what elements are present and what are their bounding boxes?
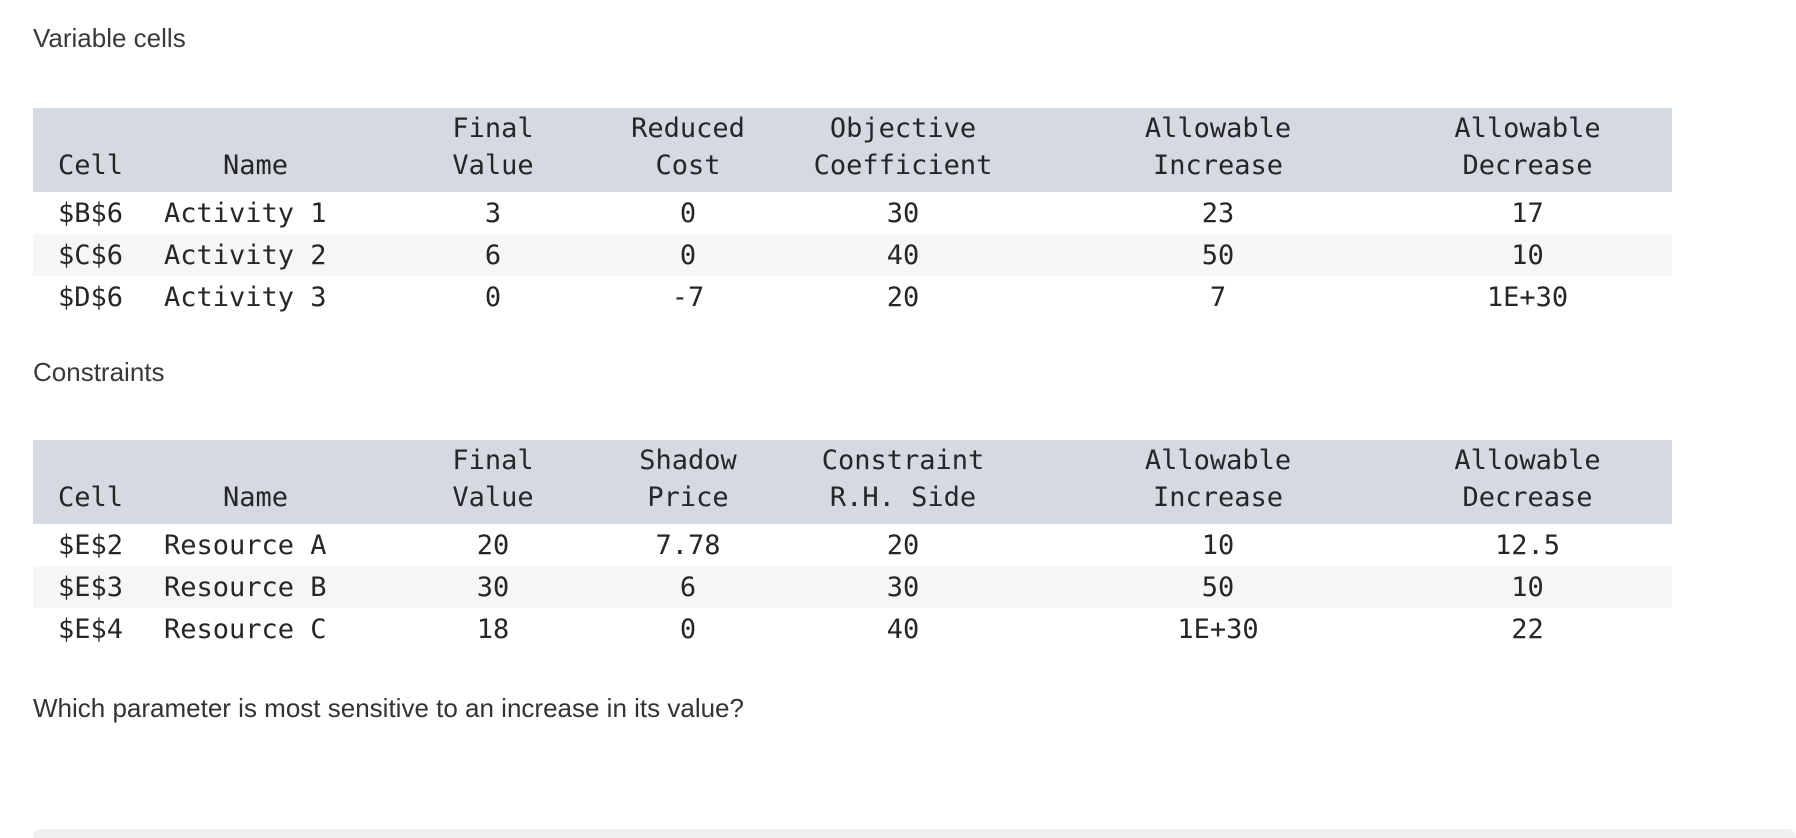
section-title-constraints: Constraints (33, 357, 165, 387)
bottom-divider (33, 829, 1796, 838)
name: Activity 1 (164, 197, 327, 229)
allowable-increase: 50 (1201, 239, 1235, 271)
header-reduced-cost: Reduced Cost (623, 108, 753, 192)
header-line-top: Constraint (821, 445, 985, 476)
table-row: $D$6 Activity 3 0 -7 20 7 1E+30 (33, 276, 1672, 318)
constraint-rhs: 40 (886, 613, 920, 645)
header-allowable-increase: Allowable Increase (1053, 440, 1383, 524)
header-objective-coefficient: Objective Coefficient (753, 108, 1053, 192)
final-value: 20 (476, 529, 510, 561)
header-line-top: Objective (829, 113, 977, 144)
header-line-bottom: Decrease (1462, 482, 1593, 513)
final-value: 18 (476, 613, 510, 645)
allowable-decrease: 22 (1511, 613, 1544, 645)
allowable-decrease: 17 (1511, 197, 1544, 229)
header-allowable-decrease: Allowable Decrease (1383, 108, 1672, 192)
header-shadow-price: Shadow Price (623, 440, 753, 524)
allowable-decrease: 10 (1511, 571, 1544, 603)
constraints-table: Cell Name Final Value Shadow Price Constra… (33, 440, 1672, 650)
objective-coefficient: 30 (886, 197, 920, 229)
header-line-bottom: Decrease (1462, 150, 1593, 181)
header-name: Name (148, 108, 363, 192)
header-line-top: Allowable (1454, 113, 1601, 144)
header-cell-ref: Cell (33, 108, 148, 192)
header-final-value: Final Value (363, 108, 623, 192)
header-line-bottom: Cell (57, 482, 124, 513)
header-final-value: Final Value (363, 440, 623, 524)
table-header-row: Cell Name Final Value Shadow Price Constra… (33, 440, 1672, 524)
header-line-bottom: Value (452, 150, 534, 181)
header-allowable-increase: Allowable Increase (1053, 108, 1383, 192)
header-line-bottom: Increase (1152, 150, 1284, 181)
header-line-top: Allowable (1144, 445, 1292, 476)
header-line-bottom: Price (647, 482, 729, 513)
name: Resource C (164, 613, 327, 645)
cell-ref: $E$4 (57, 613, 124, 645)
final-value: 6 (484, 239, 502, 271)
header-line-bottom: Name (222, 482, 289, 513)
allowable-decrease: 12.5 (1494, 529, 1561, 561)
header-line-bottom: Cell (57, 150, 124, 181)
table-row: $E$2 Resource A 20 7.78 20 10 12.5 (33, 524, 1672, 566)
name: Resource A (164, 529, 327, 561)
table-row: $C$6 Activity 2 6 0 40 50 10 (33, 234, 1672, 276)
final-value: 30 (476, 571, 510, 603)
shadow-price: 6 (679, 571, 697, 603)
variable-cells-table: Cell Name Final Value Reduced Cost Objecti… (33, 108, 1672, 318)
allowable-decrease: 1E+30 (1486, 281, 1569, 313)
section-title-variable-cells: Variable cells (33, 23, 186, 53)
table-header-row: Cell Name Final Value Reduced Cost Objecti… (33, 108, 1672, 192)
question-text: Which parameter is most sensitive to an … (33, 693, 744, 723)
allowable-increase: 10 (1201, 529, 1235, 561)
header-line-bottom: R.H. Side (829, 482, 977, 513)
allowable-increase: 7 (1209, 281, 1227, 313)
allowable-increase: 1E+30 (1177, 613, 1259, 645)
reduced-cost: 0 (679, 239, 697, 271)
header-line-bottom: Name (222, 150, 289, 181)
header-cell-ref: Cell (33, 440, 148, 524)
header-allowable-decrease: Allowable Decrease (1383, 440, 1672, 524)
cell-ref: $E$2 (57, 529, 124, 561)
objective-coefficient: 40 (886, 239, 920, 271)
table-row: $E$3 Resource B 30 6 30 50 10 (33, 566, 1672, 608)
cell-ref: $B$6 (57, 197, 124, 229)
allowable-increase: 23 (1201, 197, 1235, 229)
final-value: 0 (484, 281, 502, 313)
cell-ref: $D$6 (57, 281, 124, 313)
name: Resource B (164, 571, 327, 603)
name: Activity 2 (164, 239, 327, 271)
shadow-price: 0 (679, 613, 697, 645)
header-line-top: Allowable (1454, 445, 1601, 476)
table-row: $B$6 Activity 1 3 0 30 23 17 (33, 192, 1672, 234)
header-line-top: Allowable (1144, 113, 1292, 144)
shadow-price: 7.78 (655, 529, 721, 561)
constraint-rhs: 20 (886, 529, 920, 561)
header-line-bottom: Value (452, 482, 534, 513)
header-line-top: Shadow (639, 445, 737, 476)
header-constraint-rhs: Constraint R.H. Side (753, 440, 1053, 524)
header-line-top: Final (452, 113, 534, 144)
header-line-bottom: Coefficient (813, 150, 993, 181)
final-value: 3 (484, 197, 502, 229)
header-line-top: Final (452, 445, 534, 476)
header-line-top: Reduced (631, 113, 745, 144)
reduced-cost: 0 (679, 197, 697, 229)
header-line-bottom: Cost (655, 150, 721, 181)
table-row: $E$4 Resource C 18 0 40 1E+30 22 (33, 608, 1672, 650)
name: Activity 3 (164, 281, 327, 313)
reduced-cost: -7 (671, 281, 705, 313)
allowable-increase: 50 (1201, 571, 1235, 603)
cell-ref: $C$6 (57, 239, 124, 271)
constraint-rhs: 30 (886, 571, 920, 603)
objective-coefficient: 20 (886, 281, 920, 313)
header-line-bottom: Increase (1152, 482, 1284, 513)
header-name: Name (148, 440, 363, 524)
allowable-decrease: 10 (1511, 239, 1544, 271)
cell-ref: $E$3 (57, 571, 124, 603)
